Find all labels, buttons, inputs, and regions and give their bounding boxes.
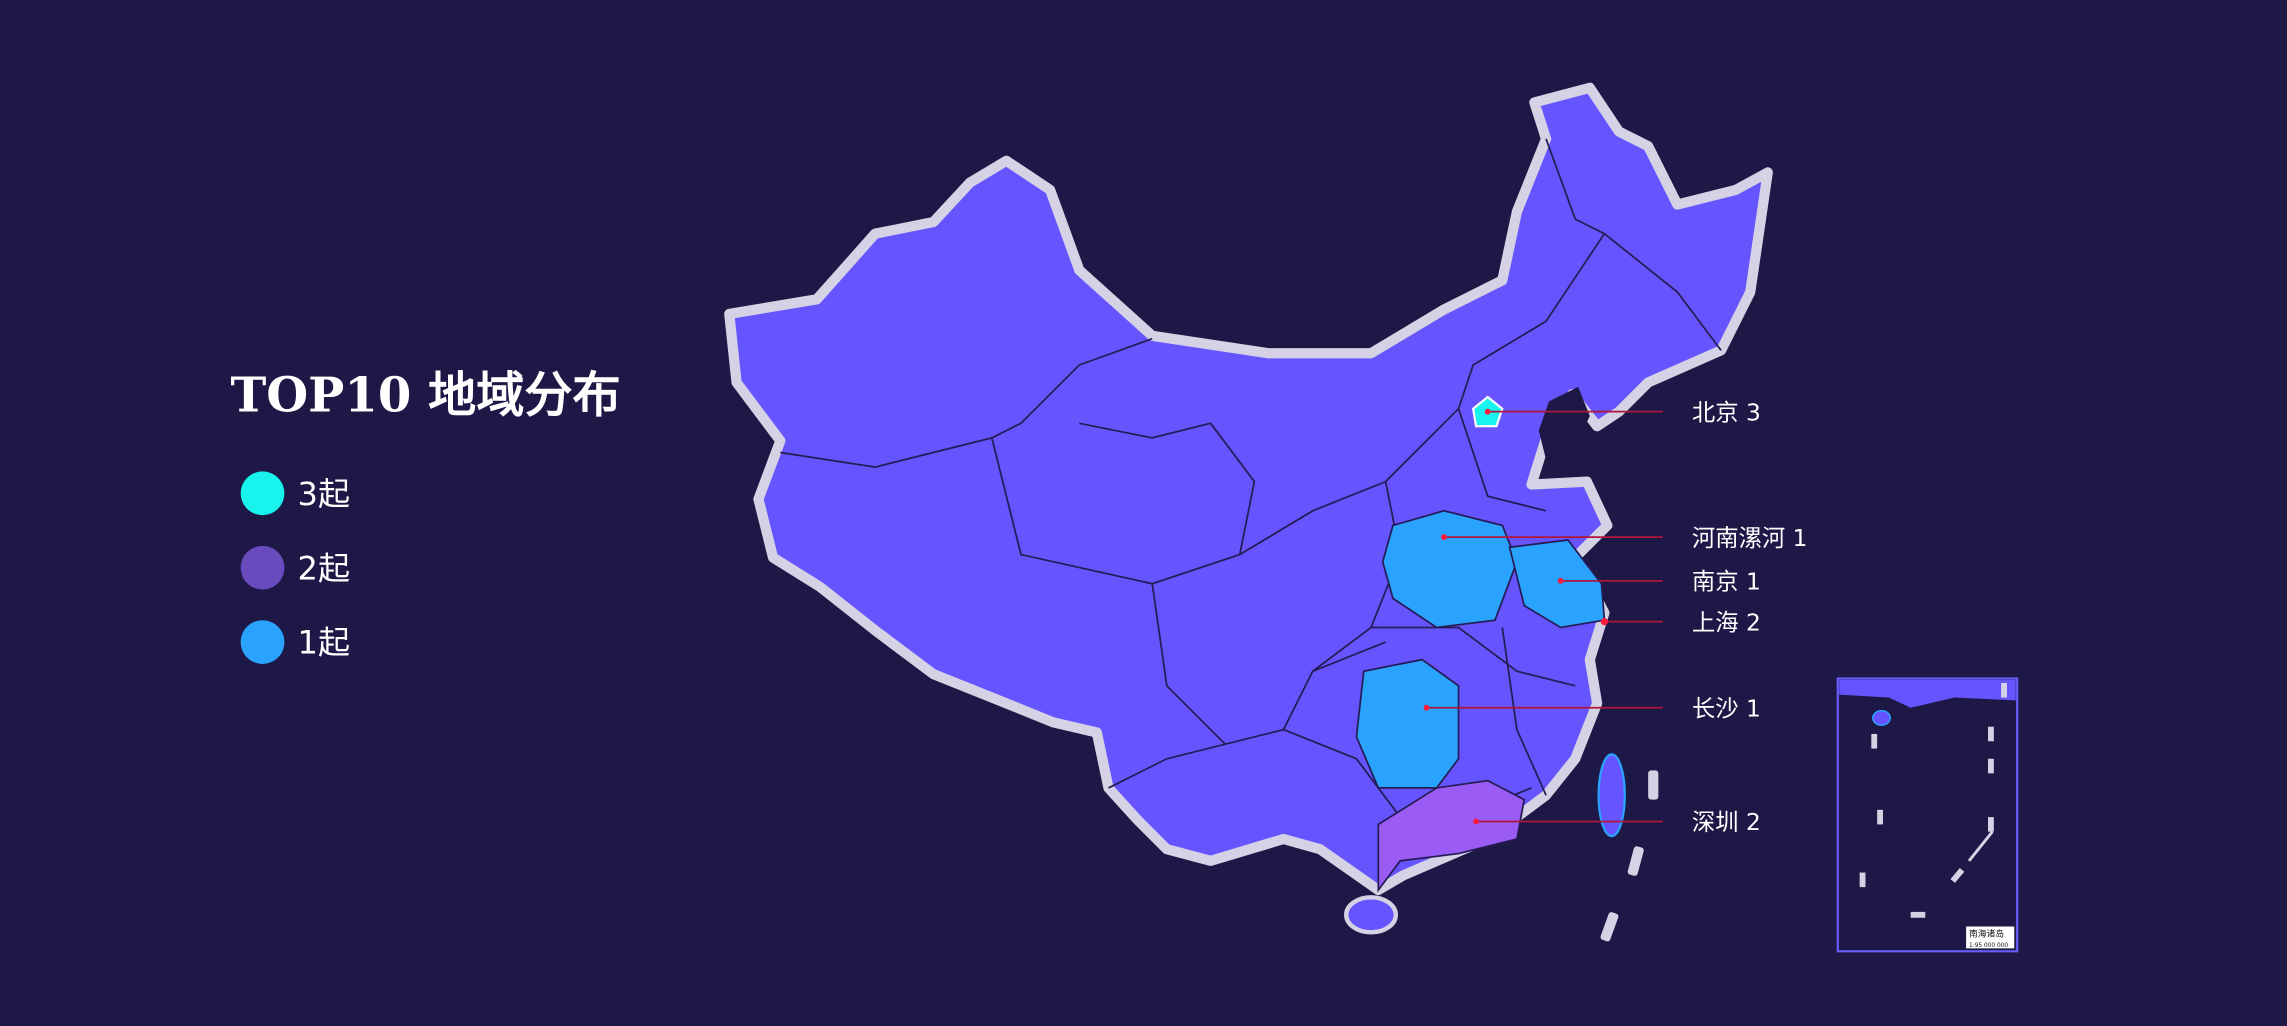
label-beijing: 北京 3: [1692, 398, 1761, 426]
region-hunan[interactable]: [1355, 658, 1460, 789]
legend-label-2: 2起: [298, 549, 351, 587]
legend-label-1: 1起: [298, 624, 351, 662]
annotation-shenzhen[interactable]: 深圳 2: [1473, 808, 1761, 836]
legend-item-1[interactable]: 1起: [240, 620, 351, 664]
china-map: [724, 82, 1773, 942]
annotation-changsha[interactable]: 长沙 1: [1423, 694, 1761, 722]
annotation-nanjing[interactable]: 南京 1: [1557, 568, 1761, 596]
south-china-sea-inset: 南海诸岛 1:95 000 000: [1836, 677, 2019, 953]
legend-swatch-3: [240, 471, 285, 516]
label-changsha: 长沙 1: [1692, 694, 1761, 722]
legend-swatch-2: [240, 545, 285, 590]
region-guangdong[interactable]: [1377, 779, 1526, 893]
country-outline: [724, 82, 1773, 896]
map-title: TOP10 地域分布: [230, 368, 620, 424]
taiwan-island[interactable]: [1597, 753, 1626, 838]
annotation-shanghai[interactable]: 上海 2: [1600, 608, 1761, 636]
nine-dash-line: [1600, 770, 1659, 942]
annotation-beijing[interactable]: 北京 3: [1484, 398, 1761, 426]
legend-swatch-1: [240, 620, 285, 664]
label-nanjing: 南京 1: [1692, 568, 1761, 596]
legend-label-3: 3起: [298, 475, 351, 513]
label-shenzhen: 深圳 2: [1692, 808, 1761, 836]
province-borders: [780, 138, 1722, 818]
legend: 3起 2起 1起: [240, 471, 351, 664]
legend-item-3[interactable]: 3起: [240, 471, 351, 516]
label-shanghai: 上海 2: [1692, 608, 1761, 636]
label-luohe: 河南漯河 1: [1692, 524, 1808, 552]
legend-item-2[interactable]: 2起: [240, 545, 351, 590]
bohai-sea: [1538, 386, 1590, 460]
hainan-island[interactable]: [1344, 895, 1399, 935]
region-henan[interactable]: [1381, 509, 1518, 629]
annotations: 北京 3 河南漯河 1 南京 1 上海 2 长沙 1 深圳 2: [1423, 398, 1807, 836]
inset-title: 南海诸岛: [1969, 928, 2004, 940]
inset-scale: 1:95 000 000: [1969, 943, 2008, 949]
annotation-luohe[interactable]: 河南漯河 1: [1441, 524, 1807, 552]
